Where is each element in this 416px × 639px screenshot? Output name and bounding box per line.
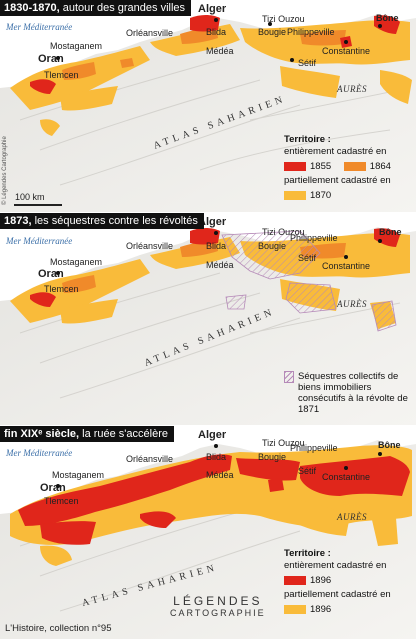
city-dot bbox=[56, 484, 60, 488]
legend-panel-1: Territoire : entièrement cadastré en 185… bbox=[284, 134, 391, 202]
city-dot bbox=[214, 18, 218, 22]
city-blida: Blida bbox=[206, 27, 227, 37]
region-aures: AURÈS bbox=[337, 299, 367, 309]
city-dot bbox=[290, 58, 294, 62]
scale-bar bbox=[14, 204, 62, 206]
city-constantine: Constantine bbox=[322, 472, 371, 482]
city-dot bbox=[378, 24, 382, 28]
city-mostaganem: Mostaganem bbox=[50, 41, 103, 51]
logo-line-1: LÉGENDES bbox=[173, 594, 263, 608]
map-panel-fin-xixe: fin XIXᵉ siècle, la ruée s'accélère Mer … bbox=[0, 426, 416, 639]
legend-swatch-red bbox=[284, 161, 306, 171]
legend-year-1870: 1870 bbox=[310, 190, 332, 201]
panel-title: fin XIXᵉ siècle, la ruée s'accélère bbox=[0, 426, 174, 442]
legend-panel-3: Territoire : entièrement cadastré en 189… bbox=[284, 548, 391, 616]
city-setif: Sétif bbox=[298, 58, 317, 68]
city-bougie: Bougie bbox=[258, 27, 287, 37]
legend-full-label: entièrement cadastré en bbox=[284, 146, 387, 157]
city-medea: Médéa bbox=[206, 470, 234, 480]
city-dot bbox=[56, 56, 60, 60]
legend-sequestres: Séquestres collectifs de biens immobilie… bbox=[298, 371, 408, 415]
city-tlemcen: Tlemcen bbox=[44, 496, 79, 506]
sea-label: Mer Méditerranée bbox=[6, 22, 73, 32]
city-medea: Médéa bbox=[206, 260, 234, 270]
legend-year-1855: 1855 bbox=[310, 161, 332, 172]
legend-year-1896-full: 1896 bbox=[310, 575, 332, 586]
scale-label: 100 km bbox=[15, 192, 45, 202]
city-dot bbox=[378, 452, 382, 456]
map-panel-1873: 1873, les séquestres contre les révoltés… bbox=[0, 213, 416, 425]
legend-heading: Territoire : bbox=[284, 134, 331, 145]
legend-swatch-hatch bbox=[284, 371, 295, 383]
city-setif: Sétif bbox=[298, 253, 317, 263]
city-bougie: Bougie bbox=[258, 452, 287, 462]
city-tlemcen: Tlemcen bbox=[44, 284, 79, 294]
city-philippeville: Philippeville bbox=[287, 27, 335, 37]
city-dot bbox=[214, 444, 218, 448]
city-dot bbox=[344, 40, 348, 44]
legend-swatch-yellow bbox=[284, 190, 306, 200]
sequestres-areas bbox=[221, 230, 397, 332]
legend-partial-label: partiellement cadastré en bbox=[284, 175, 391, 186]
legend-swatch-orange bbox=[343, 161, 366, 171]
city-tlemcen: Tlemcen bbox=[44, 70, 79, 80]
city-bone: Bône bbox=[379, 227, 402, 237]
logo-line-2: CARTOGRAPHIE bbox=[170, 608, 266, 618]
city-bone: Bône bbox=[376, 13, 399, 23]
city-philippeville: Philippeville bbox=[290, 233, 338, 243]
sea-label: Mer Méditerranée bbox=[6, 448, 73, 458]
credit: © Légendes Cartographie bbox=[2, 136, 8, 205]
legend-year-1896-partial: 1896 bbox=[310, 604, 332, 615]
city-orleansville: Orléansville bbox=[126, 241, 174, 251]
legend-year-1864: 1864 bbox=[369, 161, 391, 172]
city-alger: Alger bbox=[198, 429, 227, 441]
city-constantine: Constantine bbox=[322, 261, 371, 271]
city-philippeville: Philippeville bbox=[290, 443, 338, 453]
city-oran: Oran bbox=[40, 482, 66, 494]
city-constantine: Constantine bbox=[322, 46, 371, 56]
legendes-logo: LÉGENDES CARTOGRAPHIE bbox=[170, 594, 266, 618]
panel-title: 1830-1870, autour des grandes villes bbox=[0, 0, 192, 16]
map-1830-1870 bbox=[0, 0, 416, 212]
city-oran: Oran bbox=[38, 53, 64, 65]
city-dot bbox=[344, 255, 348, 259]
legend-heading: Territoire : bbox=[284, 548, 331, 559]
legend-swatch-yellow bbox=[284, 604, 306, 614]
city-dot bbox=[378, 239, 382, 243]
map-panel-1830-1870: 1830-1870, autour des grandes villes Mer… bbox=[0, 0, 416, 212]
city-bougie: Bougie bbox=[258, 241, 287, 251]
city-dot bbox=[56, 271, 60, 275]
city-mostaganem: Mostaganem bbox=[50, 257, 103, 267]
sea-area bbox=[0, 0, 416, 88]
city-alger: Alger bbox=[198, 216, 227, 228]
legend-partial-label: partiellement cadastré en bbox=[284, 589, 391, 600]
city-tizi-ouzou: Tizi Ouzou bbox=[262, 227, 305, 237]
region-aures: AURÈS bbox=[337, 512, 367, 522]
city-tizi-ouzou: Tizi Ouzou bbox=[262, 438, 305, 448]
city-blida: Blida bbox=[206, 241, 227, 251]
footer-source: L'Histoire, collection n°95 bbox=[5, 623, 112, 634]
panel-title: 1873, les séquestres contre les révoltés bbox=[0, 213, 204, 229]
city-mostaganem: Mostaganem bbox=[52, 470, 105, 480]
city-alger: Alger bbox=[198, 3, 227, 15]
map-fin-xixe bbox=[0, 426, 416, 639]
city-orleansville: Orléansville bbox=[126, 28, 174, 38]
city-oran: Oran bbox=[38, 268, 64, 280]
sea-label: Mer Méditerranée bbox=[6, 236, 73, 246]
city-dot bbox=[268, 22, 272, 26]
city-medea: Médéa bbox=[206, 46, 234, 56]
city-orleansville: Orléansville bbox=[126, 454, 174, 464]
city-setif: Sétif bbox=[298, 466, 317, 476]
city-dot bbox=[344, 466, 348, 470]
city-tizi-ouzou: Tizi Ouzou bbox=[262, 14, 305, 24]
legend-panel-2: Séquestres collectifs de biens immobilie… bbox=[284, 371, 412, 415]
legend-full-label: entièrement cadastré en bbox=[284, 560, 387, 571]
map-1873 bbox=[0, 213, 416, 425]
legend-swatch-red bbox=[284, 575, 306, 585]
city-blida: Blida bbox=[206, 452, 227, 462]
city-bone: Bône bbox=[378, 440, 401, 450]
region-aures: AURÈS bbox=[337, 84, 367, 94]
city-dot bbox=[214, 231, 218, 235]
